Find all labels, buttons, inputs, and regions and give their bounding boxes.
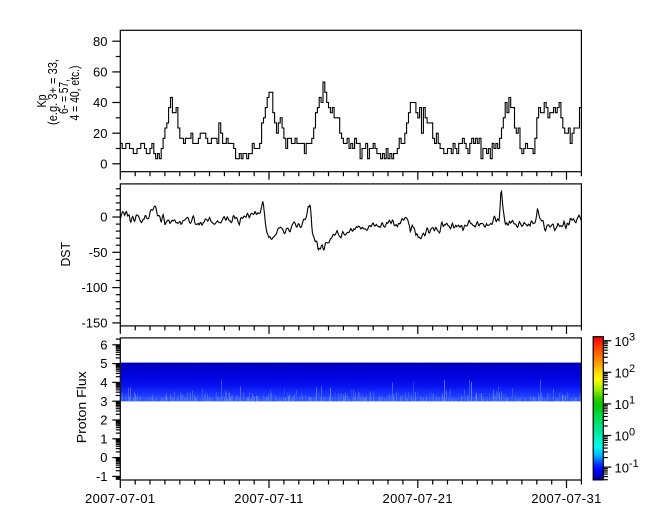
svg-text:-100: -100 xyxy=(81,280,107,295)
svg-text:60: 60 xyxy=(93,65,107,80)
svg-text:80: 80 xyxy=(93,34,107,49)
svg-text:Kp: Kp xyxy=(34,95,49,108)
svg-text:0: 0 xyxy=(100,156,107,171)
svg-text:2007-07-21: 2007-07-21 xyxy=(383,491,454,506)
svg-text:6- = 57,: 6- = 57, xyxy=(56,79,71,114)
svg-text:DST: DST xyxy=(58,242,73,267)
svg-text:2007-07-01: 2007-07-01 xyxy=(85,491,156,506)
svg-text:4: 4 xyxy=(100,375,107,390)
svg-text:-1: -1 xyxy=(96,469,108,484)
svg-text:2007-07-31: 2007-07-31 xyxy=(531,491,602,506)
svg-text:5: 5 xyxy=(100,356,107,371)
svg-text:0: 0 xyxy=(100,450,107,465)
svg-text:-150: -150 xyxy=(81,316,107,331)
svg-text:2: 2 xyxy=(100,413,107,428)
svg-text:6: 6 xyxy=(100,337,107,352)
svg-text:4 = 40, etc.): 4 = 40, etc.) xyxy=(67,66,82,121)
svg-text:3: 3 xyxy=(100,394,107,409)
svg-text:1: 1 xyxy=(100,431,107,446)
svg-text:Proton Flux: Proton Flux xyxy=(74,371,89,444)
svg-text:0: 0 xyxy=(100,210,107,225)
svg-text:20: 20 xyxy=(93,126,107,141)
svg-text:40: 40 xyxy=(93,95,107,110)
svg-text:(e.g. 3+ = 33,: (e.g. 3+ = 33, xyxy=(45,59,60,125)
svg-text:-50: -50 xyxy=(89,245,108,260)
svg-text:2007-07-11: 2007-07-11 xyxy=(234,491,304,506)
